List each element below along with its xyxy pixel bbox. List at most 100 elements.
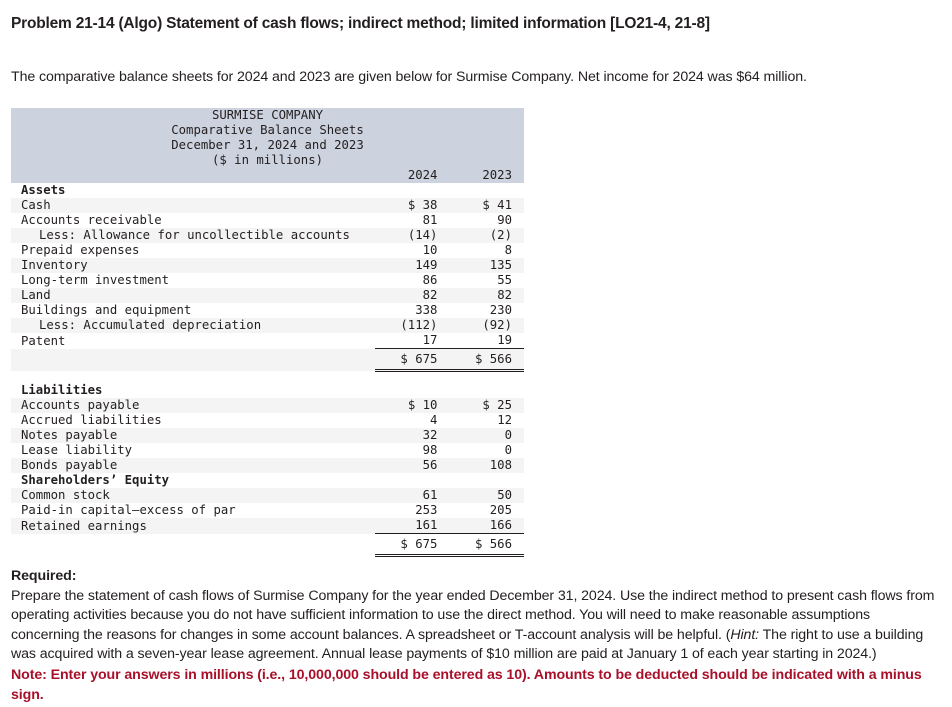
statement-units: ($ in millions) — [11, 153, 524, 168]
row-value-2024: $ 10 — [374, 398, 450, 413]
table-row: Accounts receivable 81 90 — [11, 213, 524, 228]
row-label: Bonds payable — [11, 458, 375, 473]
statement-company: SURMISE COMPANY — [11, 108, 524, 123]
equity-header-v2024 — [374, 473, 450, 488]
table-row: Inventory 149 135 — [11, 258, 524, 273]
row-label: Less: Accumulated depreciation — [11, 318, 375, 333]
table-row: Common stock 61 50 — [11, 488, 524, 503]
section-header-assets-row: Assets — [11, 183, 524, 198]
statement-name: Comparative Balance Sheets — [11, 123, 524, 138]
row-value-2024: 81 — [374, 213, 450, 228]
row-value-2023: 108 — [449, 458, 524, 473]
row-label: Cash — [11, 198, 375, 213]
required-body-part2: The right to use a building was acquired… — [11, 626, 924, 663]
row-value-2024: 4 — [374, 413, 450, 428]
balance-sheet-table: SURMISE COMPANY Comparative Balance Shee… — [11, 108, 524, 557]
statement-company-row: SURMISE COMPANY — [11, 108, 524, 123]
intro-paragraph: The comparative balance sheets for 2024 … — [11, 69, 807, 85]
row-label: Inventory — [11, 258, 375, 273]
statement-date: December 31, 2024 and 2023 — [11, 138, 524, 153]
row-value-2023: $ 41 — [449, 198, 524, 213]
column-header-2023: 2023 — [449, 168, 524, 183]
row-label: Common stock — [11, 488, 375, 503]
row-value-2024: 10 — [374, 243, 450, 258]
section-header-equity: Shareholders’ Equity — [11, 473, 375, 488]
row-value-2024: $ 38 — [374, 198, 450, 213]
table-row: Bonds payable 56 108 — [11, 458, 524, 473]
row-value-2023: 55 — [449, 273, 524, 288]
row-value-2024: 338 — [374, 303, 450, 318]
table-row: Patent 17 19 — [11, 333, 524, 349]
row-value-2023: 135 — [449, 258, 524, 273]
table-row: Accounts payable $ 10 $ 25 — [11, 398, 524, 413]
row-value-2023: 19 — [449, 333, 524, 349]
row-label: Accounts receivable — [11, 213, 375, 228]
assets-header-v2024 — [374, 183, 450, 198]
table-row: Retained earnings 161 166 — [11, 518, 524, 534]
table-row: Cash $ 38 $ 41 — [11, 198, 524, 213]
row-value-2024: 32 — [374, 428, 450, 443]
row-value-2023: 230 — [449, 303, 524, 318]
table-row: Lease liability 98 0 — [11, 443, 524, 458]
row-value-2023: 0 — [449, 428, 524, 443]
total-liabilities-equity-2023: $ 566 — [449, 533, 524, 557]
required-block: Required: Prepare the statement of cash f… — [11, 567, 941, 705]
assets-header-v2023 — [449, 183, 524, 198]
row-label: Notes payable — [11, 428, 375, 443]
column-header-row: 2024 2023 — [11, 168, 524, 183]
table-row: Land 82 82 — [11, 288, 524, 303]
row-label: Prepaid expenses — [11, 243, 375, 258]
column-header-blank — [11, 168, 375, 183]
table-row: Buildings and equipment 338 230 — [11, 303, 524, 318]
row-value-2024: 61 — [374, 488, 450, 503]
statement-name-row: Comparative Balance Sheets — [11, 123, 524, 138]
row-value-2023: (92) — [449, 318, 524, 333]
row-value-2023: 166 — [449, 518, 524, 534]
row-label: Buildings and equipment — [11, 303, 375, 318]
row-value-2024: 98 — [374, 443, 450, 458]
table-row: Notes payable 32 0 — [11, 428, 524, 443]
row-value-2023: 205 — [449, 503, 524, 518]
required-label: Required: — [11, 568, 77, 584]
answer-format-note: Note: Enter your answers in millions (i.… — [11, 666, 922, 703]
table-row: Less: Accumulated depreciation (112) (92… — [11, 318, 524, 333]
row-label: Retained earnings — [11, 518, 375, 534]
row-value-2024: (112) — [374, 318, 450, 333]
section-header-liabilities-row: Liabilities — [11, 383, 524, 398]
table-row: Prepaid expenses 10 8 — [11, 243, 524, 258]
column-header-2024: 2024 — [374, 168, 450, 183]
section-header-assets: Assets — [11, 183, 375, 198]
row-label: Lease liability — [11, 443, 375, 458]
total-liabilities-equity-2024: $ 675 — [374, 533, 450, 557]
liabilities-header-v2024 — [374, 383, 450, 398]
required-body-part1: Prepare the statement of cash flows of S… — [11, 587, 935, 643]
table-row: Less: Allowance for uncollectible accoun… — [11, 228, 524, 243]
row-value-2024: 56 — [374, 458, 450, 473]
row-label: Long-term investment — [11, 273, 375, 288]
total-assets-2024: $ 675 — [374, 348, 450, 372]
section-header-equity-row: Shareholders’ Equity — [11, 473, 524, 488]
statement-date-row: December 31, 2024 and 2023 — [11, 138, 524, 153]
row-value-2024: 253 — [374, 503, 450, 518]
total-liabilities-equity-label — [11, 533, 375, 556]
section-header-liabilities: Liabilities — [11, 383, 375, 398]
row-value-2024: (14) — [374, 228, 450, 243]
total-liabilities-equity-row: $ 675 $ 566 — [11, 533, 524, 557]
table-row: Accrued liabilities 4 12 — [11, 413, 524, 428]
row-label: Less: Allowance for uncollectible accoun… — [11, 228, 375, 243]
row-value-2023: $ 25 — [449, 398, 524, 413]
row-value-2023: 12 — [449, 413, 524, 428]
row-value-2023: 90 — [449, 213, 524, 228]
row-value-2023: (2) — [449, 228, 524, 243]
hint-word: Hint: — [730, 626, 759, 643]
row-value-2023: 8 — [449, 243, 524, 258]
row-label: Accrued liabilities — [11, 413, 375, 428]
total-assets-2023: $ 566 — [449, 348, 524, 372]
row-value-2023: 0 — [449, 443, 524, 458]
table-row: Paid-in capital—excess of par 253 205 — [11, 503, 524, 518]
total-assets-label — [11, 348, 375, 371]
total-assets-row: $ 675 $ 566 — [11, 348, 524, 372]
row-value-2024: 161 — [374, 518, 450, 534]
row-value-2023: 50 — [449, 488, 524, 503]
